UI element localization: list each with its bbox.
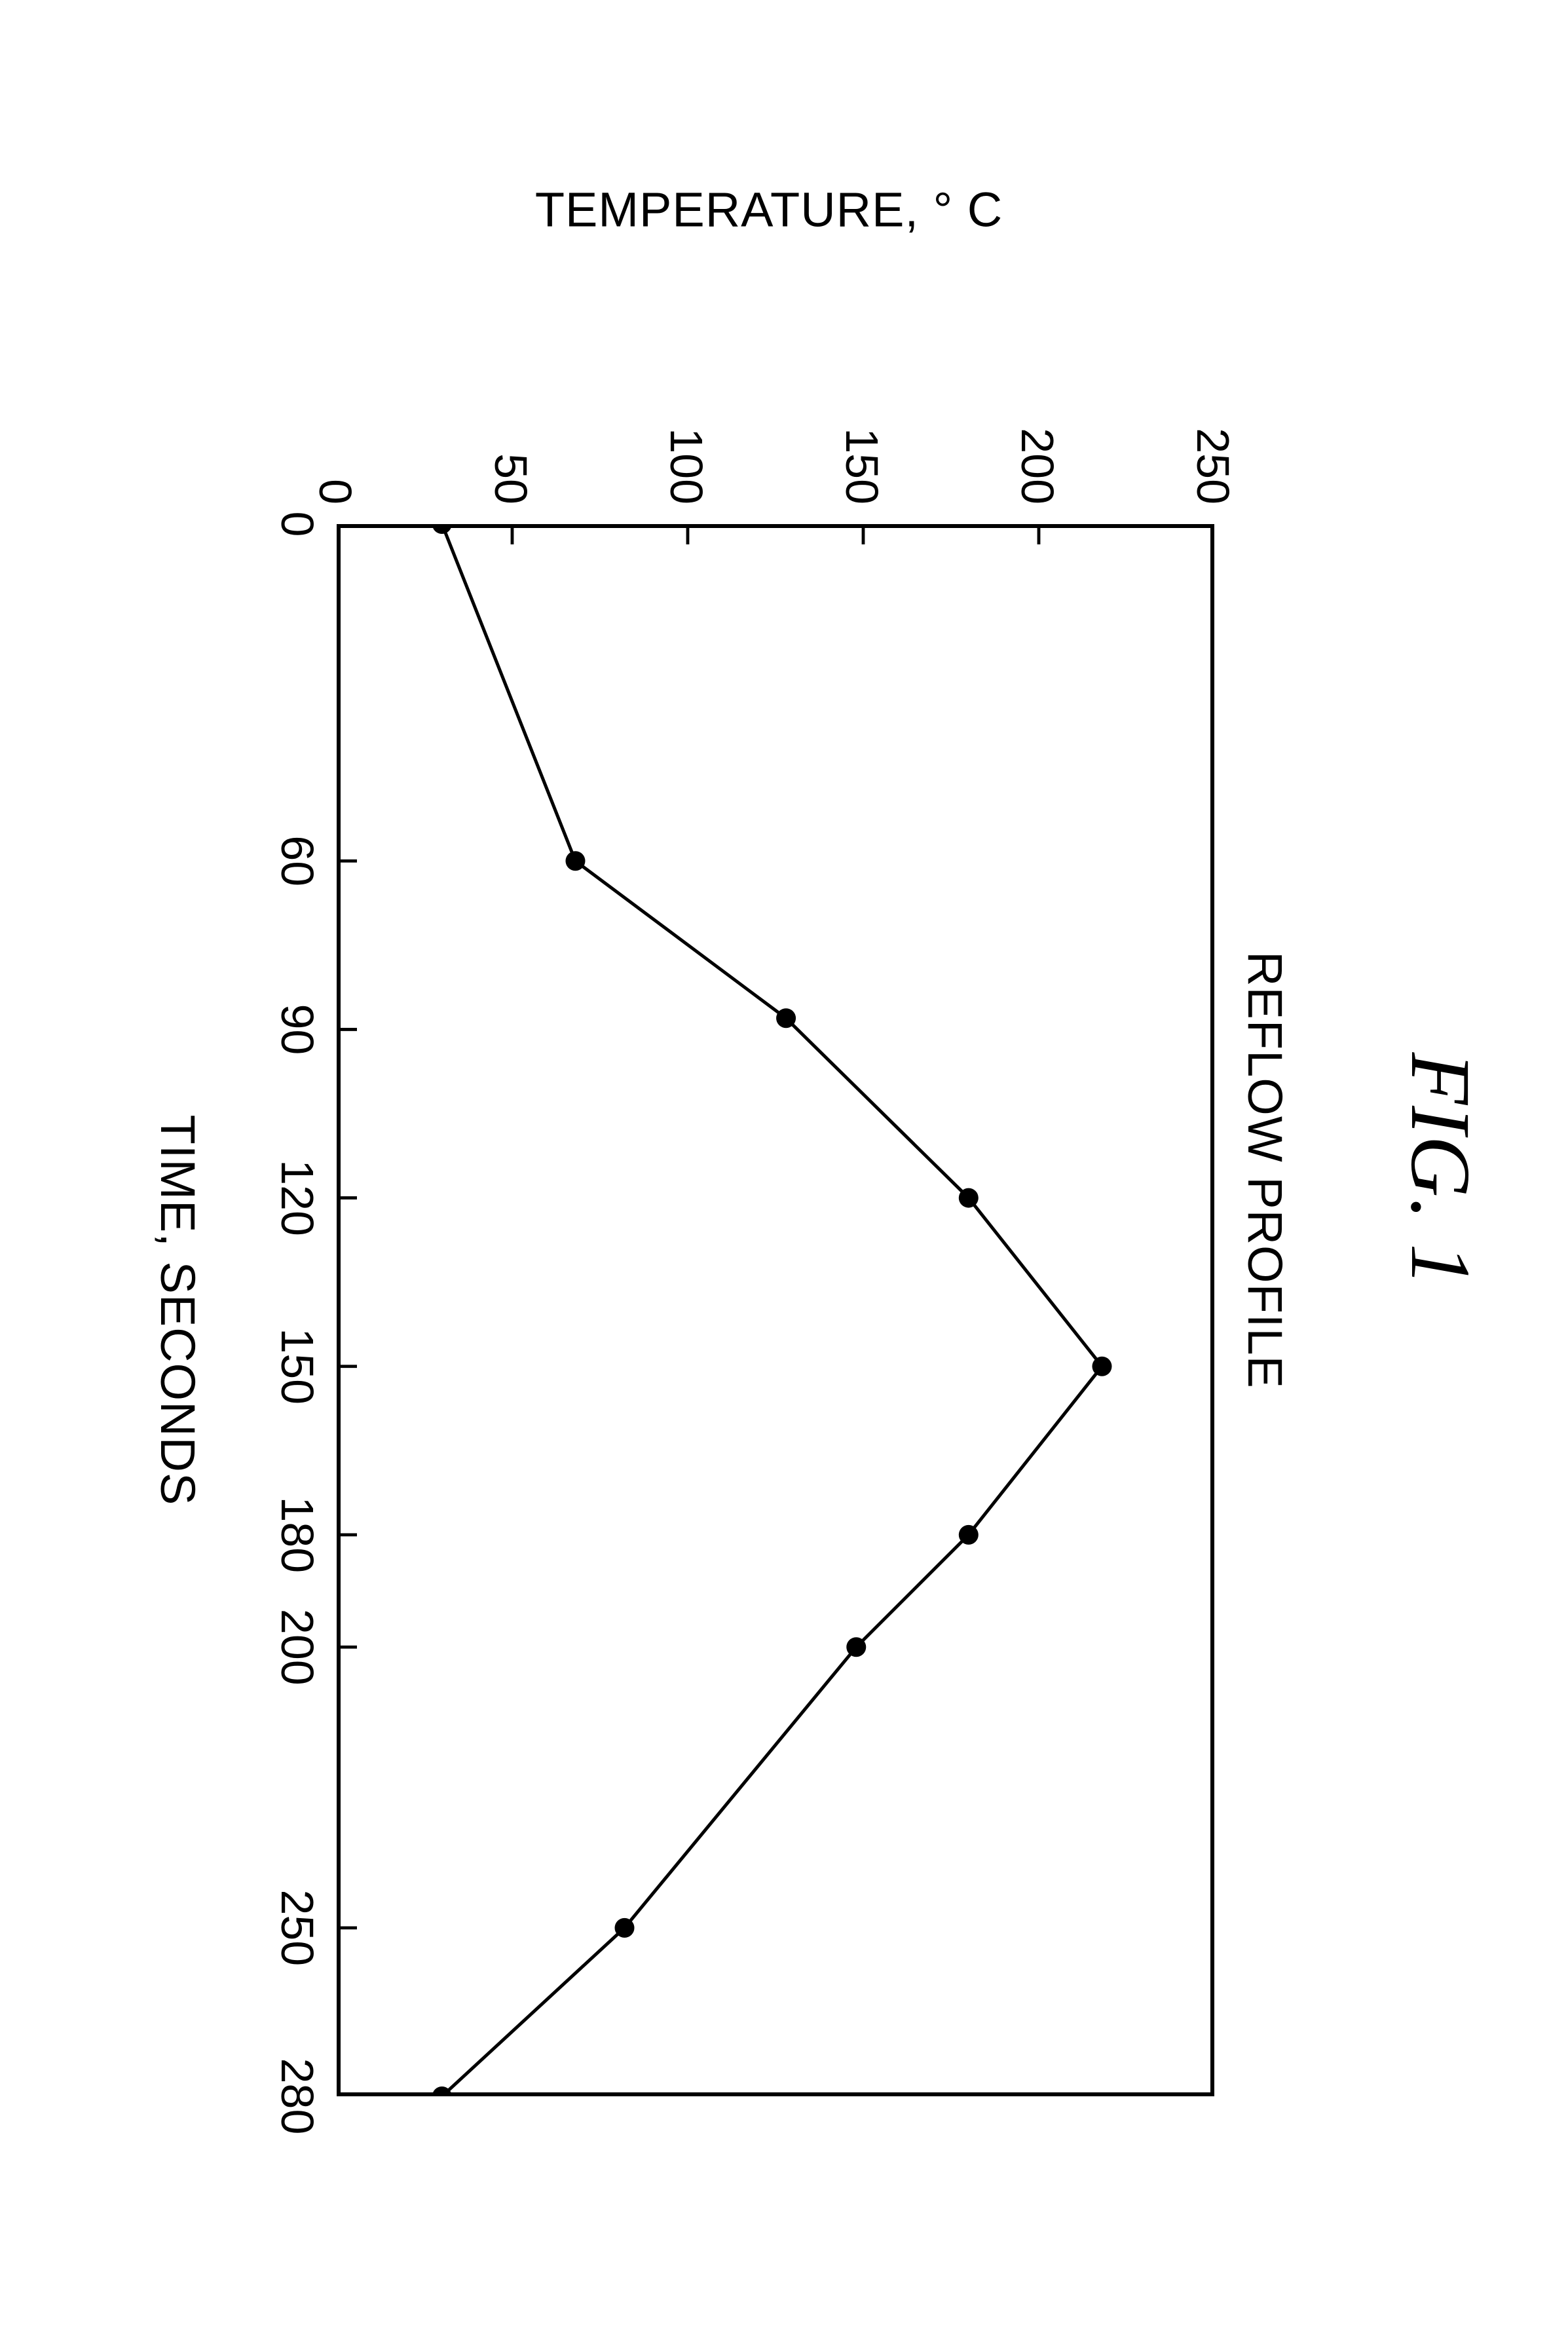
x-tick-label: 60 bbox=[271, 835, 324, 886]
y-tick-label: 250 bbox=[1187, 428, 1240, 504]
x-tick-label: 90 bbox=[271, 1004, 324, 1055]
y-tick-label: 50 bbox=[485, 453, 538, 504]
x-tick-label: 180 bbox=[271, 1496, 324, 1573]
figure-canvas: FIG. 1 REFLOW PROFILE TEMPERATURE, ° C 0… bbox=[0, 0, 1568, 2340]
chart-svg bbox=[337, 524, 1214, 2096]
x-tick-label: 150 bbox=[271, 1328, 324, 1405]
y-tick-label: 0 bbox=[310, 479, 362, 504]
x-tick-label: 120 bbox=[271, 1160, 324, 1236]
plot-area bbox=[337, 524, 1214, 2096]
chart-title: REFLOW PROFILE bbox=[1237, 0, 1293, 2340]
x-axis-label: TIME, SECONDS bbox=[150, 524, 206, 2096]
rotated-canvas: FIG. 1 REFLOW PROFILE TEMPERATURE, ° C 0… bbox=[0, 0, 1568, 2340]
y-axis-label: TEMPERATURE, ° C bbox=[535, 182, 1003, 238]
x-tick-label: 0 bbox=[271, 512, 324, 537]
x-tick-label: 280 bbox=[271, 2058, 324, 2135]
y-tick-label: 200 bbox=[1012, 428, 1064, 504]
x-tick-label: 200 bbox=[271, 1609, 324, 1686]
figure-label: FIG. 1 bbox=[1391, 0, 1489, 2340]
x-tick-label: 250 bbox=[271, 1889, 324, 1966]
page: FIG. 1 REFLOW PROFILE TEMPERATURE, ° C 0… bbox=[0, 0, 1568, 2340]
y-tick-label: 100 bbox=[661, 428, 713, 504]
y-tick-label: 150 bbox=[836, 428, 889, 504]
